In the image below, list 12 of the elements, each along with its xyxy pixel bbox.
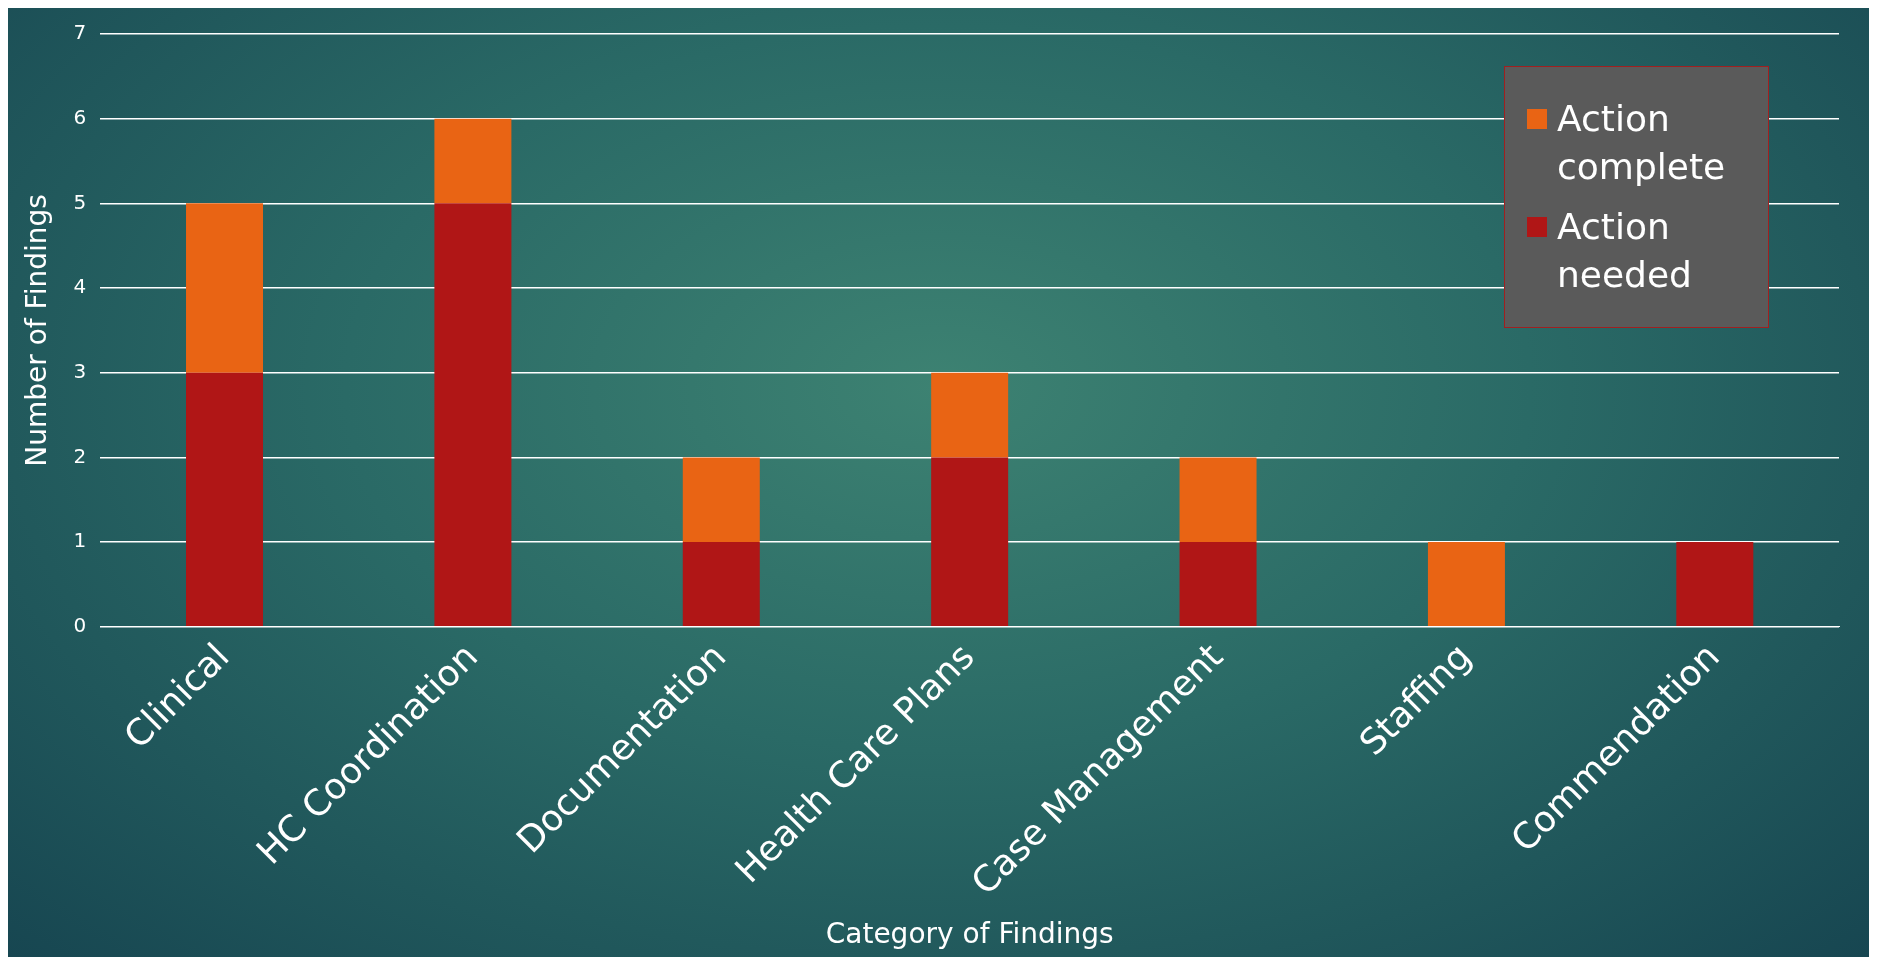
y-axis-title: Number of Findings — [20, 194, 54, 467]
y-tick-label: 6 — [73, 104, 87, 129]
y-tick-label: 1 — [73, 528, 87, 553]
legend-label: Action complete — [1557, 98, 1726, 187]
y-tick-label: 4 — [73, 274, 87, 299]
y-tick-label: 5 — [73, 189, 87, 214]
y-tick-label: 3 — [73, 358, 87, 383]
y-tick-label: 0 — [73, 612, 87, 637]
y-tick-label: 2 — [73, 443, 87, 468]
legend-label: Action needed — [1557, 206, 1692, 295]
x-axis-title: Category of Findings — [825, 917, 1114, 951]
y-tick-label: 7 — [73, 20, 87, 45]
